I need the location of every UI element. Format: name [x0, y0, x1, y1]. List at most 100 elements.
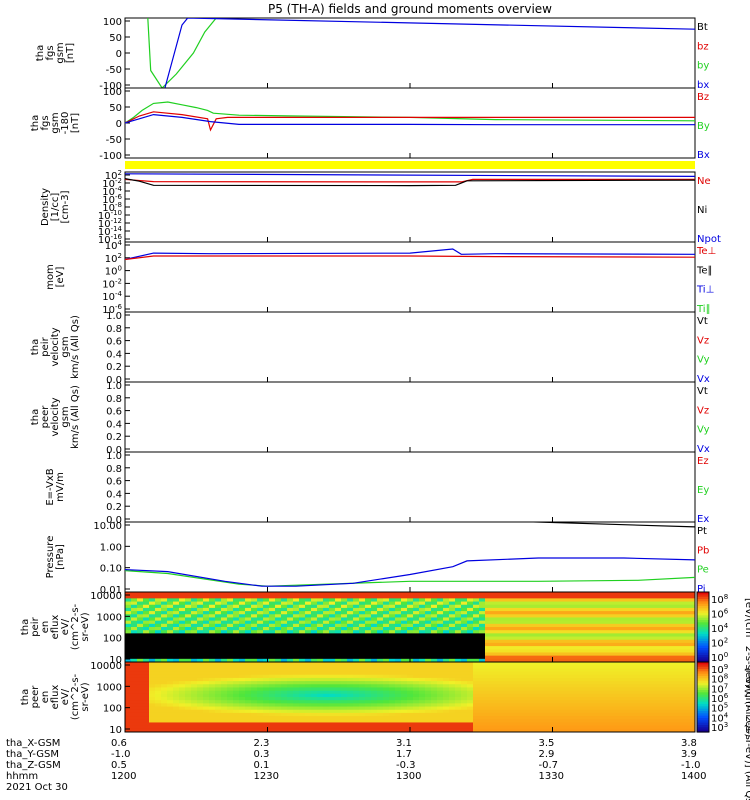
spectrogram-cell [329, 681, 336, 685]
spectrogram-cell [479, 601, 486, 606]
spectrogram-cell [455, 677, 462, 682]
spectrogram-cell [461, 690, 468, 695]
spectrogram-cell [443, 658, 450, 663]
spectrogram-cell [587, 623, 594, 628]
spectrogram-cell [191, 598, 198, 603]
spectrogram-cell [251, 719, 258, 723]
spectrogram-cell [371, 728, 378, 733]
spectrogram-cell [551, 598, 558, 603]
spectrogram-cell [461, 649, 468, 653]
spectrogram-cell [503, 646, 510, 650]
spectrogram-cell [383, 658, 390, 663]
spectrogram-cell [443, 665, 450, 669]
spectrogram-cell [281, 604, 288, 609]
spectrogram-cell [269, 668, 276, 673]
spectrogram-cell [491, 642, 498, 647]
spectrogram-cell [539, 719, 546, 723]
spectrogram-cell [485, 620, 492, 625]
spectrogram-cell [191, 649, 198, 653]
spectrogram-cell [443, 655, 450, 660]
spectrogram-cell [461, 614, 468, 618]
spectrogram-cell [563, 687, 570, 692]
spectrogram-cell [659, 617, 666, 622]
spectrogram-cell [431, 633, 438, 638]
spectrogram-cell [665, 633, 672, 638]
colorbar-swatch [697, 608, 709, 612]
spectrogram-cell [413, 662, 420, 666]
spectrogram-cell [581, 703, 588, 708]
spectrogram-cell [419, 700, 426, 704]
colorbar-swatch [697, 643, 709, 647]
spectrogram-cell [611, 604, 618, 609]
spectrogram-cell [257, 709, 264, 714]
spectrogram-cell [557, 684, 564, 688]
spectrogram-cell [395, 728, 402, 733]
spectrogram-cell [161, 620, 168, 625]
spectrogram-cell [485, 630, 492, 634]
spectrogram-cell [593, 655, 600, 660]
spectrogram-cell [323, 623, 330, 628]
y-tick-label: 0 [116, 49, 122, 60]
colorbar-swatch [697, 596, 709, 600]
spectrogram-cell [287, 687, 294, 692]
spectrogram-cell [179, 595, 186, 599]
spectrogram-cell [371, 677, 378, 682]
spectrogram-cell [347, 684, 354, 688]
spectrogram-cell [683, 620, 690, 625]
spectrogram-cell [509, 709, 516, 714]
spectrogram-cell [443, 693, 450, 698]
spectrogram-cell [191, 601, 198, 606]
spectrogram-cell [143, 639, 150, 644]
spectrogram-cell [431, 607, 438, 612]
spectrogram-cell [125, 658, 132, 663]
spectrogram-cell [317, 668, 324, 673]
spectrogram-cell [455, 633, 462, 638]
spectrogram-cell [329, 617, 336, 622]
spectrogram-cell [491, 725, 498, 730]
spectrogram-cell [347, 712, 354, 717]
spectrogram-cell [215, 700, 222, 704]
colorbar-tick-label: 106 [711, 608, 729, 621]
spectrogram-cell [473, 636, 480, 641]
spectrogram-cell [317, 703, 324, 708]
spectrogram-cell [563, 649, 570, 653]
spectrogram-cell [257, 712, 264, 717]
spectrogram-cell [209, 722, 216, 727]
spectrogram-cell [665, 601, 672, 606]
spectrogram-cell [455, 630, 462, 634]
spectrogram-cell [281, 639, 288, 644]
spectrogram-cell [653, 677, 660, 682]
spectrogram-cell [581, 681, 588, 685]
spectrogram-cell [467, 697, 474, 701]
spectrogram-cell [491, 607, 498, 612]
spectrogram-cell [665, 665, 672, 669]
y-tick-label: -50 [106, 65, 122, 76]
spectrogram-cell [131, 677, 138, 682]
spectrogram-cell [533, 703, 540, 708]
spectrogram-cell [425, 681, 432, 685]
spectrogram-cell [569, 649, 576, 653]
spectrogram-cell [203, 725, 210, 730]
spectrogram-cell [209, 604, 216, 609]
spectrogram-cell [137, 639, 144, 644]
spectrogram-cell [305, 693, 312, 698]
spectrogram-cell [671, 684, 678, 688]
spectrogram-cell [161, 611, 168, 615]
spectrogram-cell [647, 614, 654, 618]
spectrogram-cell [287, 681, 294, 685]
spectrogram-cell [497, 684, 504, 688]
spectrogram-cell [239, 601, 246, 606]
spectrogram-cell [647, 611, 654, 615]
spectrogram-cell [425, 649, 432, 653]
spectrogram-cell [461, 684, 468, 688]
spectrogram-cell [569, 719, 576, 723]
spectrogram-cell [467, 690, 474, 695]
spectrogram-cell [665, 592, 672, 596]
spectrogram-cell [641, 703, 648, 708]
spectrogram-cell [533, 706, 540, 711]
spectrogram-cell [389, 709, 396, 714]
spectrogram-cell [323, 690, 330, 695]
spectrogram-cell [149, 607, 156, 612]
colorbar-swatch [697, 613, 709, 616]
spectrogram-cell [431, 646, 438, 650]
